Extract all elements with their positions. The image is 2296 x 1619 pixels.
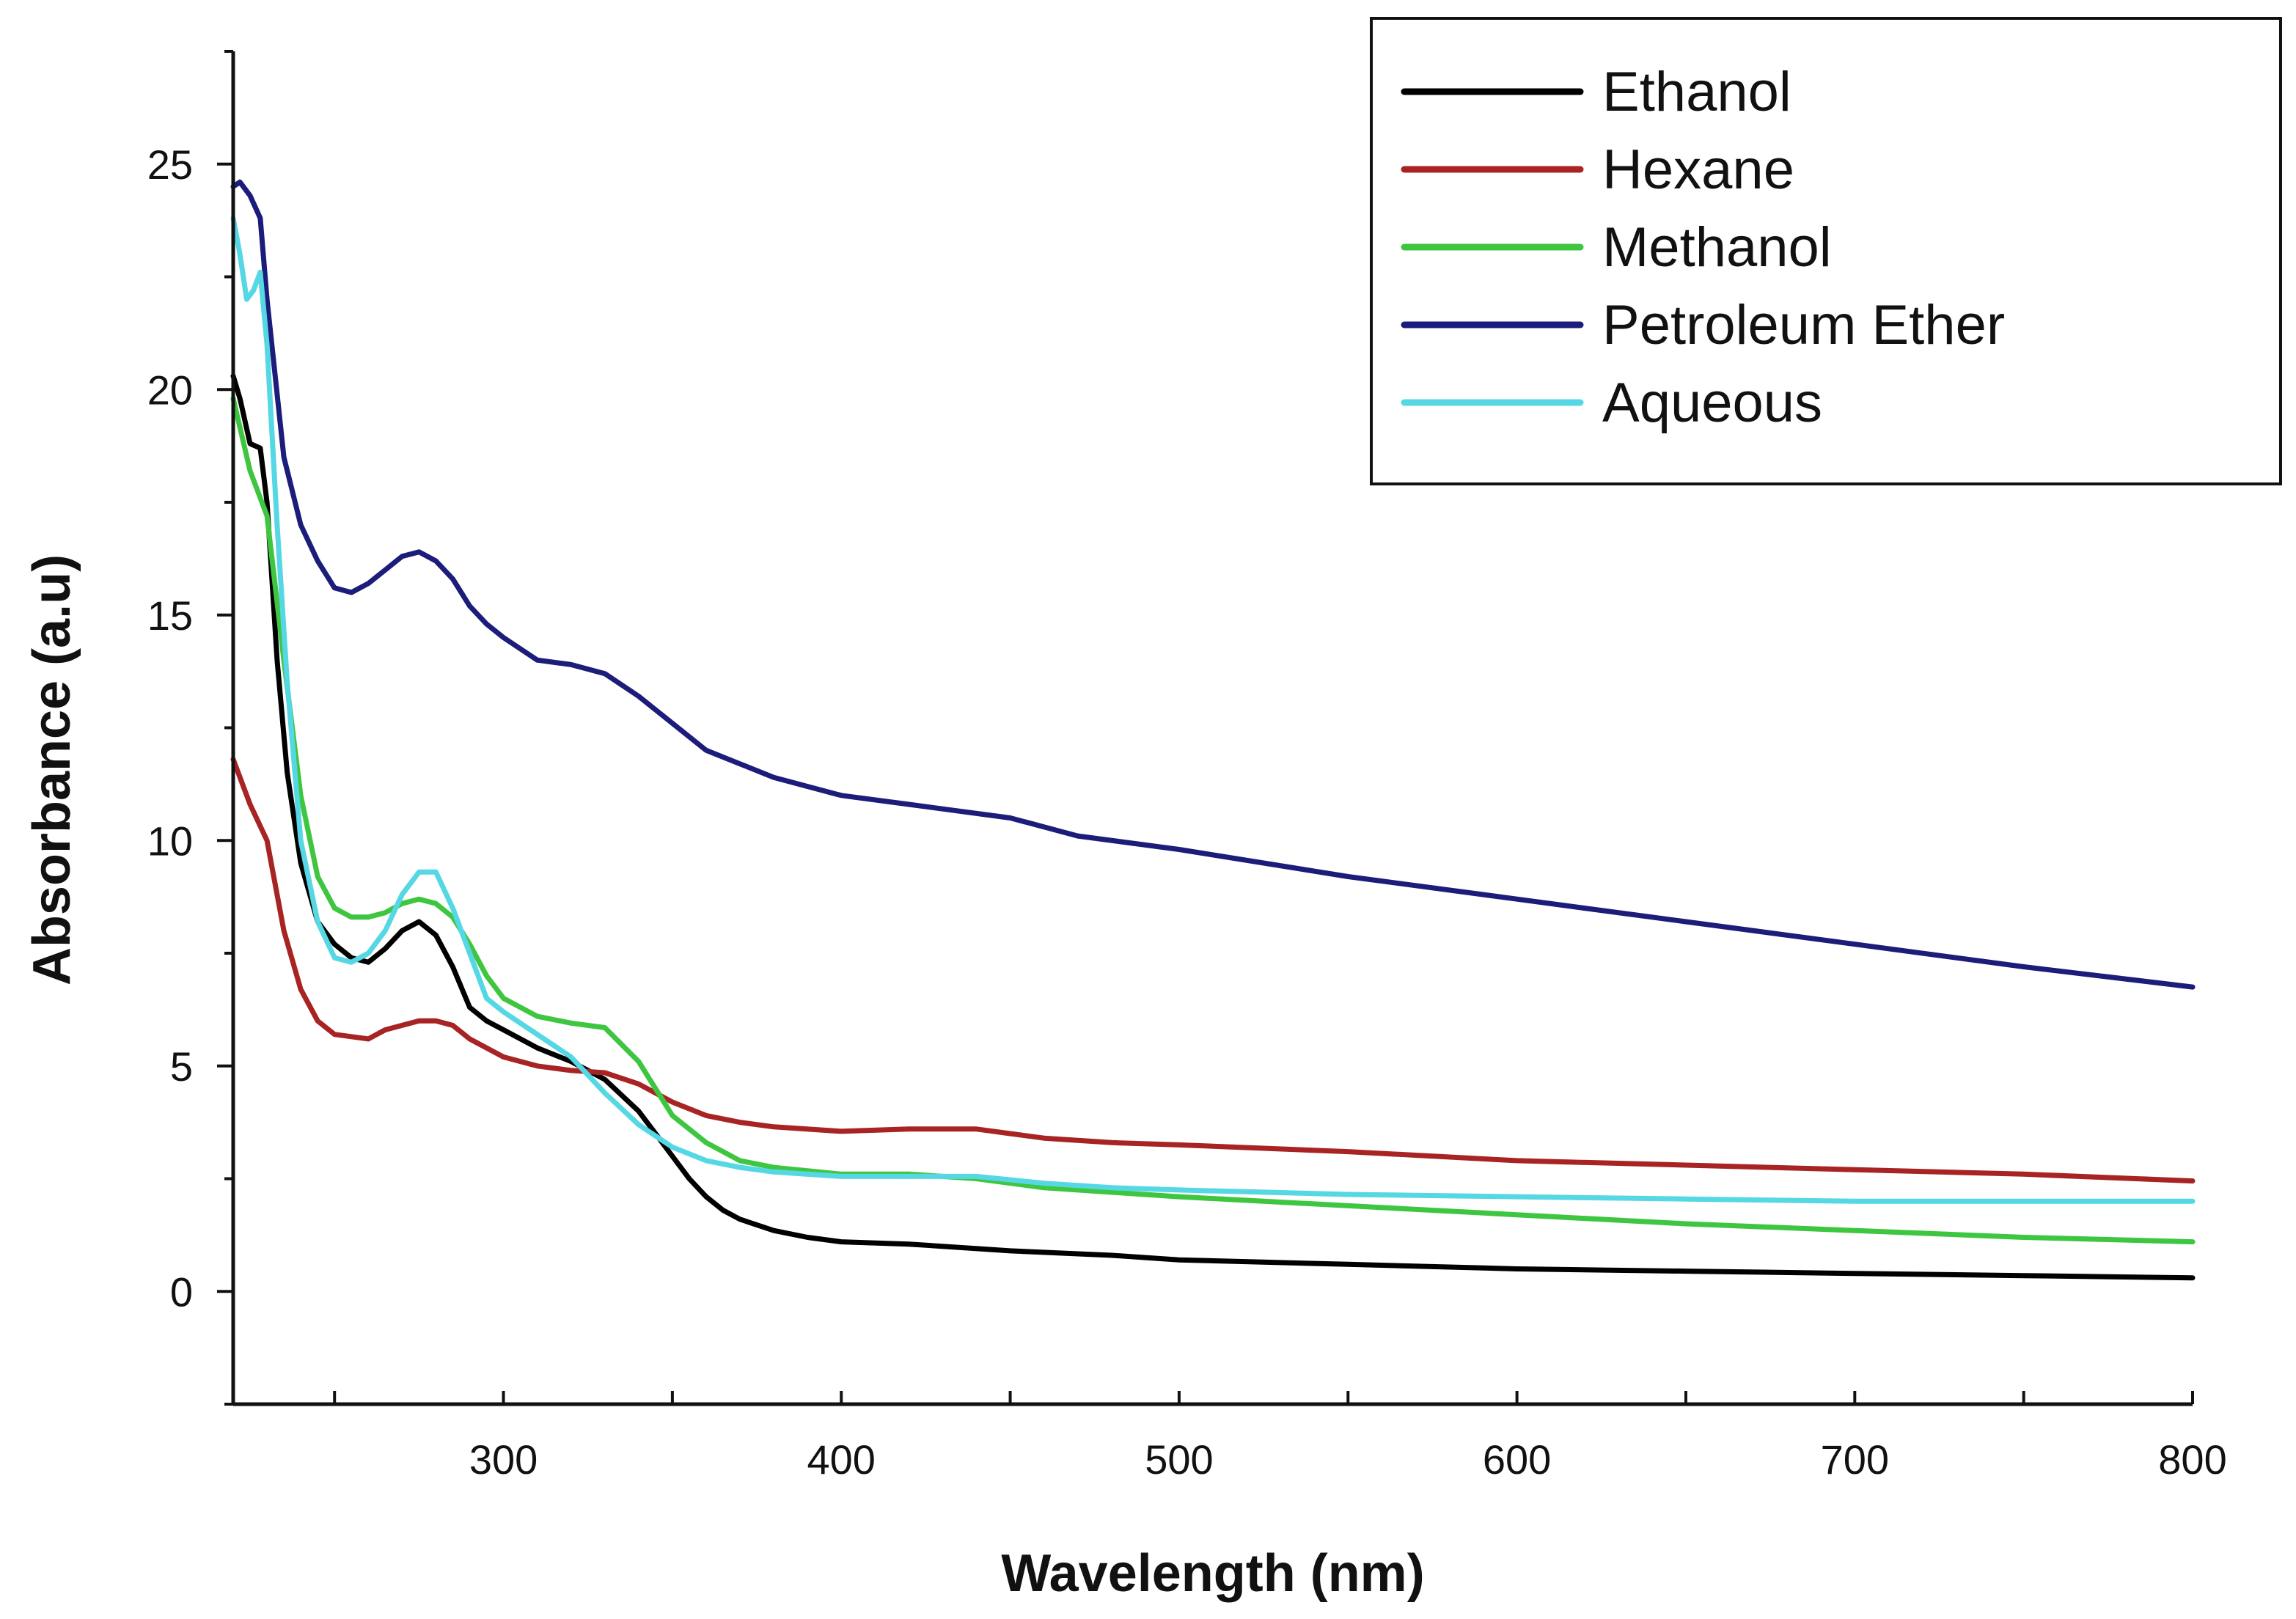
y-tick-label: 20 [147,367,193,413]
legend-label-ethanol: Ethanol [1602,61,1791,123]
x-tick-label: 800 [2158,1436,2226,1483]
legend: Ethanol Hexane Methanol Petroleum Ether Aque… [1370,17,2282,485]
legend-label-aqueous: Aqueous [1602,372,1822,434]
y-axis-title: Absorbance (a.u) [23,554,81,985]
series-line-aqueous [230,216,2196,1204]
series-line-methanol [230,396,2196,1245]
y-tick-label: 0 [170,1269,193,1315]
x-tick-label: 600 [1483,1436,1551,1483]
ticks: 300 400 500 600 700 800 0 5 10 15 20 25 [147,50,2227,1483]
y-tick-label: 15 [147,592,193,639]
x-tick-label: 500 [1145,1436,1213,1483]
legend-label-hexane: Hexane [1602,139,1794,201]
x-tick-label: 400 [807,1436,876,1483]
series-line-ethanol [230,373,2196,1281]
legend-label-methanol: Methanol [1602,216,1832,279]
y-tick-label: 10 [147,818,193,864]
y-tick-label: 5 [170,1043,193,1090]
x-tick-label: 700 [1821,1436,1889,1483]
series-line-petroleum-ether [230,179,2196,990]
x-tick-label: 300 [469,1436,538,1483]
y-tick-label: 25 [147,142,193,188]
legend-box [1370,17,2282,485]
plot-lines [230,179,2196,1281]
x-axis-title: Wavelength (nm) [1001,1544,1424,1603]
series-line-hexane [230,757,2196,1184]
legend-label-petroleum-ether: Petroleum Ether [1602,294,2005,356]
